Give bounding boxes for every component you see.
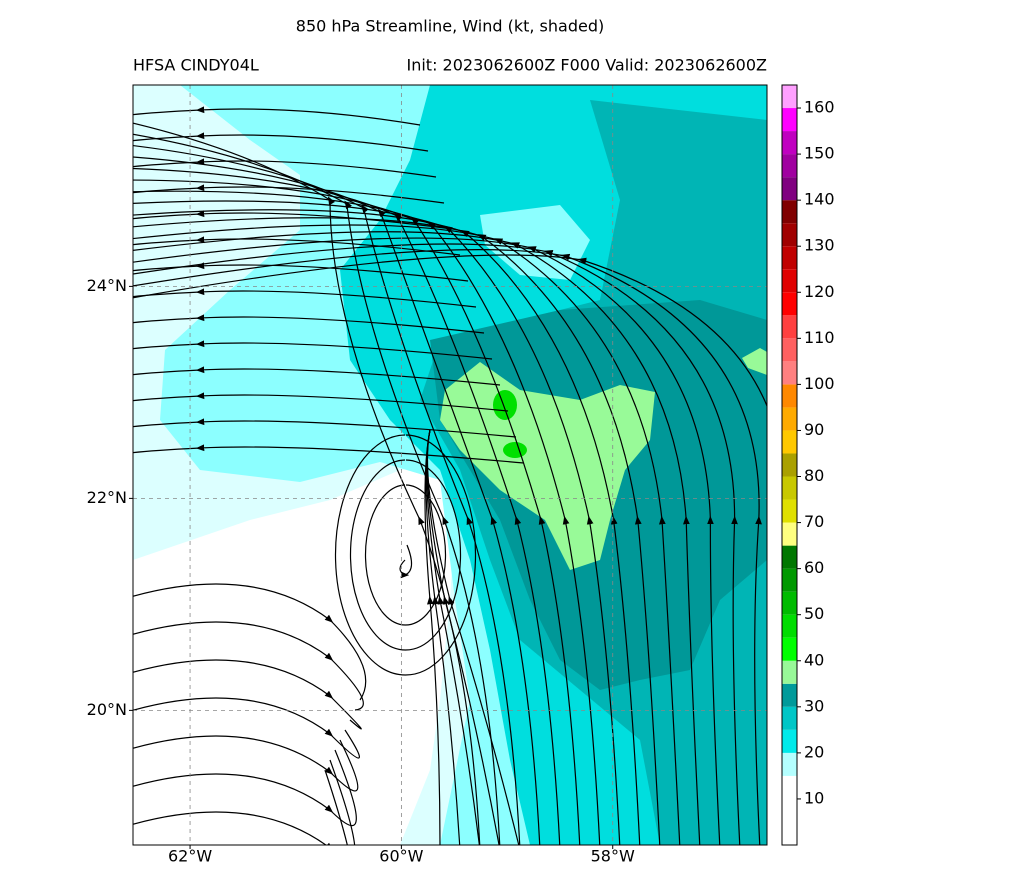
streamline bbox=[133, 759, 356, 845]
subtitle-right: Init: 2023062600Z F000 Valid: 2023062600… bbox=[406, 56, 767, 75]
colorbar-segment bbox=[782, 545, 797, 569]
colorbar-tick-label: 130 bbox=[804, 236, 835, 255]
streamline bbox=[133, 749, 357, 827]
streamline bbox=[133, 132, 429, 152]
colorbar-segment bbox=[782, 568, 797, 592]
colorbar-segment bbox=[782, 177, 797, 201]
colorbar-segment bbox=[782, 476, 797, 500]
colorbar-tick-label: 160 bbox=[804, 98, 835, 117]
streamline bbox=[133, 392, 509, 412]
colorbar-tick-label: 150 bbox=[804, 144, 835, 163]
colorbar bbox=[782, 85, 797, 845]
colorbar-segment bbox=[782, 246, 797, 270]
colorbar-tick-label: 30 bbox=[804, 696, 824, 715]
streamline bbox=[133, 659, 362, 730]
streamline bbox=[133, 262, 469, 282]
colorbar-segment bbox=[782, 430, 797, 454]
map-area bbox=[133, 85, 767, 845]
y-tick-label: 22°N bbox=[87, 488, 127, 507]
colorbar-segment bbox=[782, 384, 797, 408]
streamline bbox=[133, 418, 517, 438]
y-tick-label: 20°N bbox=[87, 700, 127, 719]
streamline bbox=[426, 429, 520, 845]
colorbar-tick-label: 140 bbox=[804, 190, 835, 209]
subtitle-left: HFSA CINDY04L bbox=[133, 56, 259, 75]
y-tick-label: 24°N bbox=[87, 276, 127, 295]
streamline bbox=[133, 340, 493, 360]
shade-40 bbox=[503, 442, 527, 458]
colorbar-tick-label: 120 bbox=[804, 282, 835, 301]
title: 850 hPa Streamline, Wind (kt, shaded) bbox=[296, 17, 604, 36]
colorbar-segment bbox=[782, 660, 797, 684]
shade-calm bbox=[133, 465, 455, 845]
streamline bbox=[349, 459, 462, 651]
colorbar-segment bbox=[782, 315, 797, 339]
colorbar-segment bbox=[782, 85, 797, 109]
colorbar-segment bbox=[782, 453, 797, 477]
streamline bbox=[133, 106, 421, 126]
colorbar-tick-label: 70 bbox=[804, 512, 824, 531]
streamlines bbox=[133, 106, 767, 845]
colorbar-tick-label: 50 bbox=[804, 604, 824, 623]
streamline bbox=[133, 210, 453, 230]
colorbar-tick-label: 110 bbox=[804, 328, 835, 347]
streamline bbox=[133, 288, 477, 308]
colorbar-segment bbox=[782, 614, 797, 638]
colorbar-segment bbox=[782, 338, 797, 362]
map-frame bbox=[132, 84, 768, 846]
colorbar-segment bbox=[782, 223, 797, 247]
streamline bbox=[133, 621, 364, 711]
colorbar-segment bbox=[782, 775, 797, 845]
streamline bbox=[133, 444, 525, 464]
colorbar-segment bbox=[782, 637, 797, 661]
streamline bbox=[399, 544, 413, 579]
colorbar-tick-label: 10 bbox=[804, 788, 824, 807]
streamline bbox=[133, 314, 485, 334]
colorbar-segment bbox=[782, 361, 797, 385]
streamline bbox=[133, 735, 359, 792]
streamline bbox=[334, 434, 477, 676]
colorbar-tick-label: 80 bbox=[804, 466, 824, 485]
colorbar-segment bbox=[782, 200, 797, 224]
shade-40 bbox=[493, 390, 517, 420]
streamline bbox=[133, 236, 461, 256]
colorbar-segment bbox=[782, 522, 797, 546]
x-tick-label: 58°W bbox=[591, 847, 635, 866]
grid bbox=[133, 85, 767, 845]
colorbar-segment bbox=[782, 269, 797, 293]
streamline bbox=[133, 697, 360, 759]
colorbar-tick-label: 40 bbox=[804, 650, 824, 669]
colorbar-segment bbox=[782, 131, 797, 155]
streamline bbox=[133, 583, 367, 701]
x-tick-label: 62°W bbox=[168, 847, 212, 866]
streamline bbox=[364, 484, 447, 626]
streamline bbox=[133, 366, 501, 386]
colorbar-tick-label: 90 bbox=[804, 420, 824, 439]
x-tick-label: 60°W bbox=[379, 847, 423, 866]
streamline bbox=[133, 254, 767, 525]
colorbar-segment bbox=[782, 407, 797, 431]
colorbar-segment bbox=[782, 729, 797, 753]
colorbar-segment bbox=[782, 683, 797, 707]
colorbar-segment bbox=[782, 752, 797, 776]
colorbar-segment bbox=[782, 591, 797, 615]
colorbar-tick-label: 100 bbox=[804, 374, 835, 393]
colorbar-segment bbox=[782, 706, 797, 730]
colorbar-segment bbox=[782, 499, 797, 523]
colorbar-tick-label: 20 bbox=[804, 742, 824, 761]
colorbar-segment bbox=[782, 154, 797, 178]
streamline bbox=[133, 184, 445, 204]
colorbar-segment bbox=[782, 292, 797, 316]
streamline bbox=[133, 158, 437, 178]
colorbar-segment bbox=[782, 108, 797, 132]
colorbar-tick-label: 60 bbox=[804, 558, 824, 577]
colorbar-frame bbox=[781, 84, 798, 846]
